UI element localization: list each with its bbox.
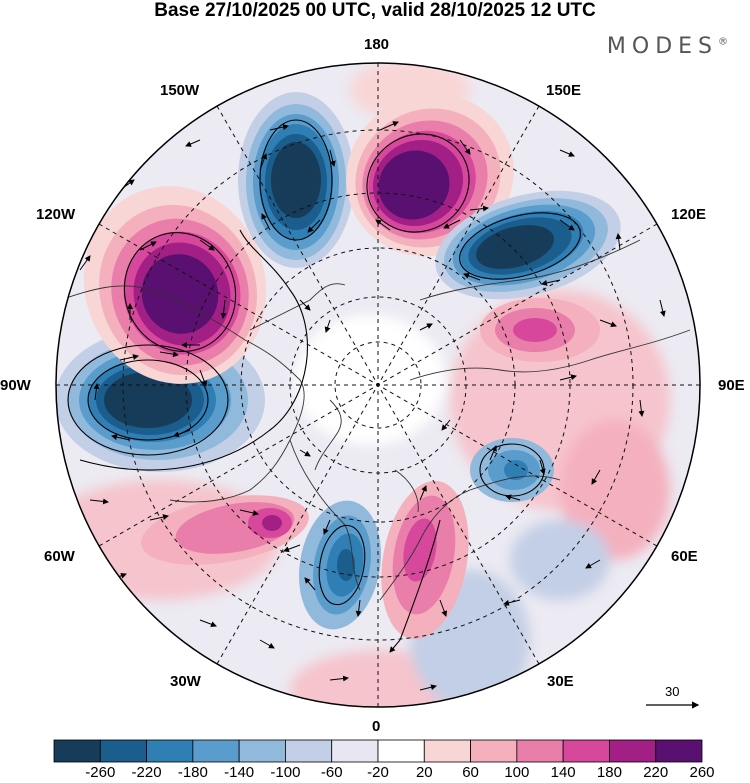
caspian-low — [510, 520, 610, 600]
anomaly-field — [56, 63, 700, 707]
colorbar-swatch — [331, 739, 379, 763]
colorbar-swatch — [99, 739, 147, 763]
colorbar-tick-label: 60 — [462, 764, 479, 781]
wind-vectors — [79, 121, 666, 691]
colorbar — [53, 739, 703, 763]
lon-label-150e: 150E — [546, 82, 582, 99]
colorbar-tick-label: 220 — [643, 764, 669, 781]
lon-label-60e: 60E — [671, 548, 698, 565]
colorbar-tick-label: 140 — [550, 764, 576, 781]
pacific-north-low — [238, 92, 354, 268]
colorbar-swatch — [562, 739, 610, 763]
lon-label-0: 0 — [372, 718, 381, 735]
colorbar-tick-label: -60 — [320, 764, 343, 781]
europe-high — [381, 480, 469, 640]
atlantic-west-high — [141, 495, 309, 565]
colorbar-swatch — [192, 739, 240, 763]
colorbar-tick-label: -20 — [367, 764, 389, 781]
colorbar-swatch — [655, 739, 703, 763]
central-asia-high-south — [560, 420, 670, 560]
lon-label-90w: 90W — [0, 377, 31, 394]
colorbar-tick-label: 100 — [504, 764, 530, 781]
colorbar-tick-label: -140 — [224, 764, 255, 781]
height-contours — [67, 119, 581, 641]
colorbar-tick-label: 180 — [596, 764, 622, 781]
colorbar-swatch — [285, 739, 333, 763]
map-border — [55, 62, 701, 708]
lon-label-90e: 90E — [718, 377, 745, 394]
colorbar-swatch — [238, 739, 286, 763]
colorbar-tick-label: 20 — [415, 764, 433, 781]
lon-label-30w: 30W — [170, 673, 201, 690]
colorbar-swatch — [609, 739, 657, 763]
colorbar-swatch — [53, 739, 101, 763]
colorbar-swatch — [146, 739, 194, 763]
lon-label-120e: 120E — [671, 206, 707, 223]
scandinavia-low — [470, 438, 554, 502]
colorbar-swatch — [423, 739, 471, 763]
central-asia-high — [480, 298, 600, 362]
lon-label-60w: 60W — [44, 548, 75, 565]
map-title: Base 27/10/2025 00 UTC, valid 28/10/2025… — [154, 0, 596, 21]
colorbar-swatch — [470, 739, 518, 763]
brand-logo: MODES® — [607, 34, 728, 59]
colorbar-tick-label: -260 — [85, 764, 116, 781]
brand-name: MODES — [606, 34, 718, 59]
lon-label-120w: 120W — [36, 206, 76, 223]
lon-label-30e: 30E — [547, 673, 574, 690]
coastlines — [59, 239, 691, 601]
colorbar-swatch — [516, 739, 564, 763]
colorbar-tick-label: -180 — [177, 764, 208, 781]
colorbar-swatch — [377, 739, 425, 763]
colorbar-tick-label: 260 — [689, 764, 715, 781]
graticule — [56, 63, 700, 707]
lon-label-150w: 150W — [160, 82, 200, 99]
registered-mark: ® — [718, 36, 728, 48]
lon-label-180: 180 — [364, 36, 390, 53]
reference-vector-label: 30 — [665, 684, 680, 699]
colorbar-tick-label: -100 — [270, 764, 301, 781]
colorbar-tick-label: -220 — [131, 764, 162, 781]
east-siberia-low — [435, 190, 621, 300]
